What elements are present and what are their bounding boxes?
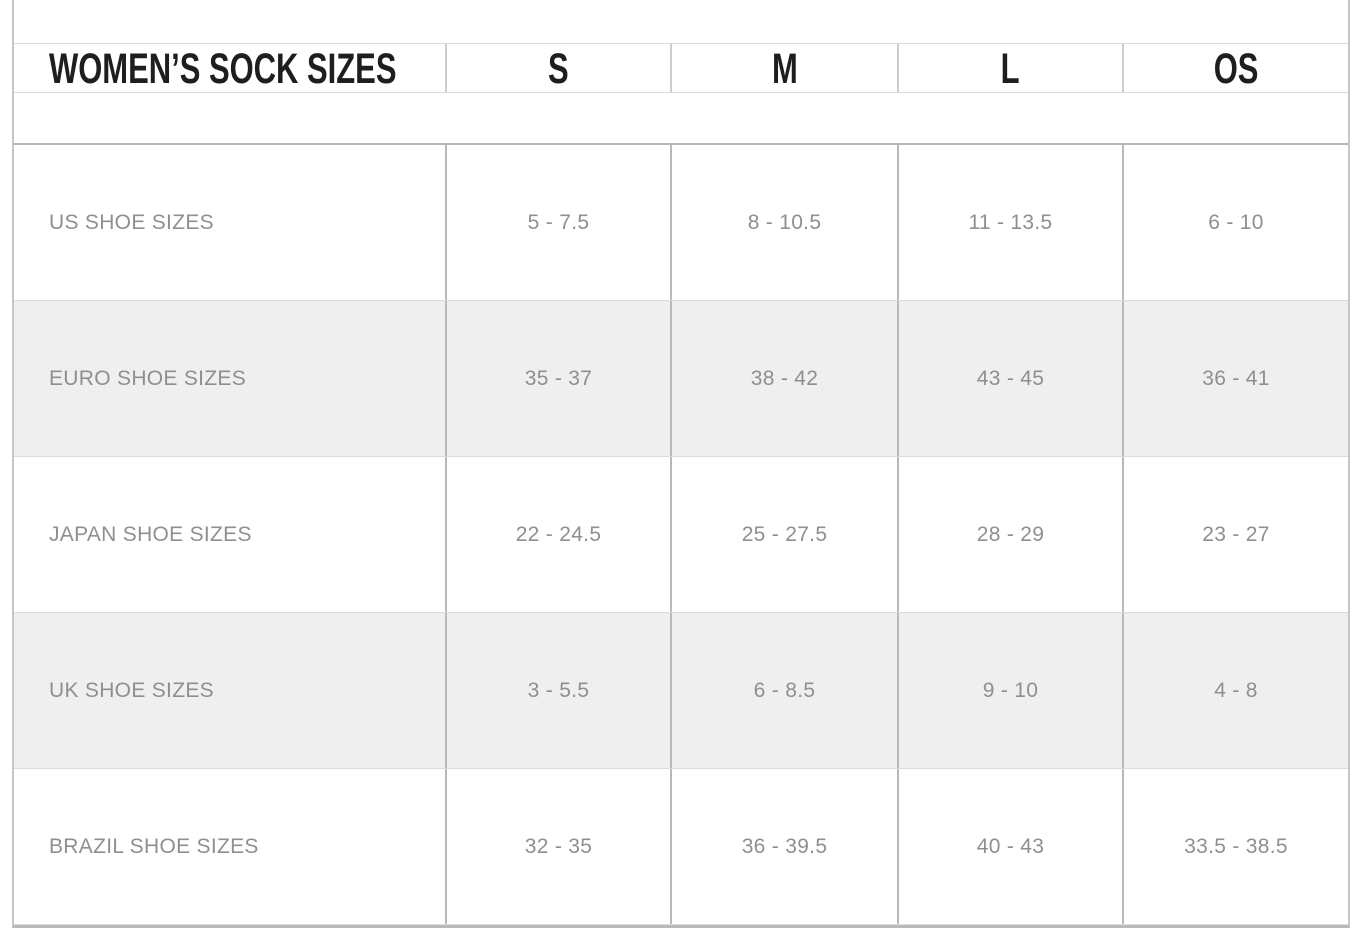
column-header-s: S <box>445 44 670 92</box>
top-spacer <box>14 0 1348 43</box>
column-header-l-label: L <box>1001 44 1020 92</box>
column-header-s-label: S <box>548 44 569 92</box>
column-header-os: OS <box>1122 44 1348 92</box>
table-row-us-shoe-sizes: US SHOE SIZES 5 - 7.5 8 - 10.5 11 - 13.5… <box>14 145 1348 301</box>
size-chart-header-row: WOMEN’S SOCK SIZES S M L OS <box>14 43 1348 93</box>
size-value-l: 11 - 13.5 <box>897 145 1122 300</box>
size-value-s: 3 - 5.5 <box>445 613 670 768</box>
size-value-s: 32 - 35 <box>445 769 670 924</box>
size-value-m: 8 - 10.5 <box>670 145 897 300</box>
column-header-os-label: OS <box>1213 44 1259 92</box>
table-row-uk-shoe-sizes: UK SHOE SIZES 3 - 5.5 6 - 8.5 9 - 10 4 -… <box>14 613 1348 769</box>
size-value-os: 23 - 27 <box>1122 457 1348 612</box>
table-row-japan-shoe-sizes: JAPAN SHOE SIZES 22 - 24.5 25 - 27.5 28 … <box>14 457 1348 613</box>
size-value-m: 36 - 39.5 <box>670 769 897 924</box>
size-value-os: 33.5 - 38.5 <box>1122 769 1348 924</box>
row-label: EURO SHOE SIZES <box>49 366 247 390</box>
chart-title-cell: WOMEN’S SOCK SIZES <box>14 44 445 92</box>
size-value-l: 40 - 43 <box>897 769 1122 924</box>
size-value-l: 43 - 45 <box>897 301 1122 456</box>
header-body-spacer <box>14 93 1348 143</box>
size-chart-frame: WOMEN’S SOCK SIZES S M L OS US SHOE SIZE… <box>12 0 1350 928</box>
chart-title: WOMEN’S SOCK SIZES <box>49 44 397 92</box>
size-value-s: 22 - 24.5 <box>445 457 670 612</box>
row-label: UK SHOE SIZES <box>49 678 214 702</box>
size-value-os: 6 - 10 <box>1122 145 1348 300</box>
column-header-l: L <box>897 44 1122 92</box>
size-value-m: 25 - 27.5 <box>670 457 897 612</box>
size-value-l: 28 - 29 <box>897 457 1122 612</box>
size-value-l: 9 - 10 <box>897 613 1122 768</box>
size-value-m: 38 - 42 <box>670 301 897 456</box>
size-value-os: 36 - 41 <box>1122 301 1348 456</box>
size-value-s: 5 - 7.5 <box>445 145 670 300</box>
size-value-m: 6 - 8.5 <box>670 613 897 768</box>
size-value-os: 4 - 8 <box>1122 613 1348 768</box>
column-header-m-label: M <box>771 44 798 92</box>
size-value-s: 35 - 37 <box>445 301 670 456</box>
row-label: BRAZIL SHOE SIZES <box>49 834 259 858</box>
table-row-euro-shoe-sizes: EURO SHOE SIZES 35 - 37 38 - 42 43 - 45 … <box>14 301 1348 457</box>
table-row-brazil-shoe-sizes: BRAZIL SHOE SIZES 32 - 35 36 - 39.5 40 -… <box>14 769 1348 925</box>
row-label: US SHOE SIZES <box>49 210 214 234</box>
size-chart-body: US SHOE SIZES 5 - 7.5 8 - 10.5 11 - 13.5… <box>14 143 1348 925</box>
row-label: JAPAN SHOE SIZES <box>49 522 252 546</box>
column-header-m: M <box>670 44 897 92</box>
